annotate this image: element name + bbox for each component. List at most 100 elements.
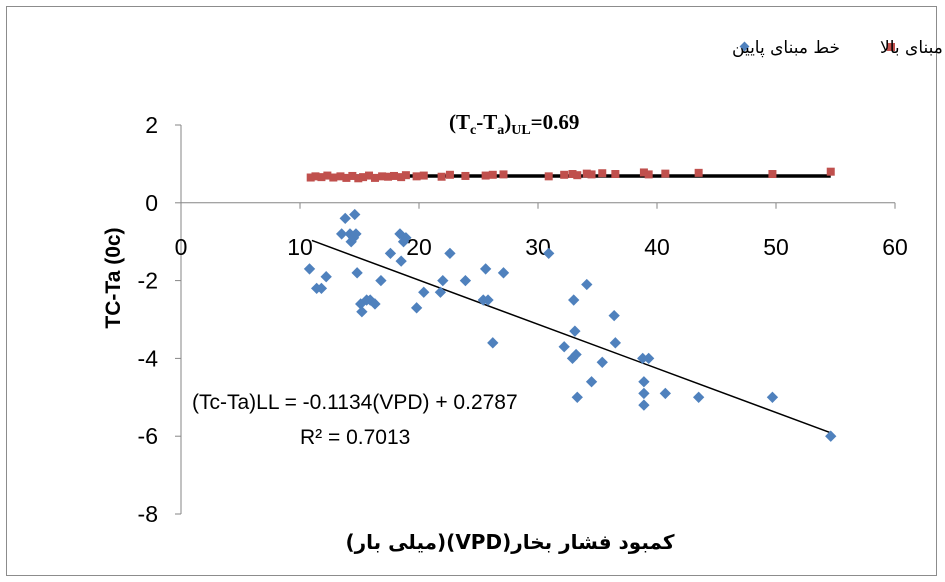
- data-point-lower: [339, 212, 351, 225]
- data-point-lower: [638, 399, 650, 411]
- data-point-upper: [317, 173, 326, 182]
- data-point-lower: [349, 208, 361, 221]
- data-point-upper: [348, 171, 357, 180]
- data-point-lower: [558, 341, 570, 353]
- data-point-lower: [434, 286, 447, 298]
- data-point-lower: [596, 356, 608, 368]
- data-point-upper: [359, 173, 368, 182]
- data-point-lower: [643, 352, 655, 365]
- data-points: [303, 167, 837, 442]
- y-tick-label: 2: [145, 112, 158, 138]
- data-point-upper: [354, 174, 363, 183]
- data-point-lower: [418, 286, 430, 298]
- data-point-lower: [320, 271, 332, 283]
- data-point-lower: [369, 298, 381, 310]
- legend-marker-lower: [739, 41, 750, 52]
- data-point-upper: [499, 170, 508, 179]
- y-tick-label: -4: [138, 345, 159, 371]
- data-point-upper: [826, 167, 835, 176]
- data-point-lower: [570, 348, 582, 361]
- data-point-lower: [375, 274, 387, 287]
- y-tick-label: -2: [138, 268, 158, 294]
- data-point-upper: [611, 170, 620, 179]
- data-point-lower: [487, 337, 499, 349]
- data-point-upper: [419, 171, 428, 180]
- data-point-lower: [400, 232, 412, 244]
- data-point-upper: [481, 171, 490, 180]
- data-point-upper: [461, 171, 470, 180]
- data-point-lower: [351, 267, 363, 279]
- y-axis-label: TC-Ta (0c): [102, 227, 125, 328]
- data-point-upper: [587, 170, 596, 179]
- tick-labels: 20-2-4-6-80 10 20 30 40 50 60: [138, 112, 908, 527]
- chart-frame: [6, 6, 937, 576]
- x-tick-label: 10: [287, 234, 313, 260]
- data-point-lower: [659, 387, 671, 400]
- data-point-upper: [370, 173, 379, 182]
- data-point-lower: [692, 391, 705, 403]
- legend-label-lower: خط مبنای پایین: [732, 38, 840, 58]
- data-point-lower: [638, 387, 650, 400]
- data-point-lower: [609, 337, 622, 349]
- data-point-upper: [306, 173, 315, 182]
- data-point-upper: [365, 171, 374, 180]
- data-point-upper: [437, 172, 446, 181]
- data-point-lower: [585, 376, 598, 388]
- regression-equation: (Tc-Ta)LL = -0.1134(VPD) + 0.2787: [192, 391, 518, 414]
- legend-label-upper: خط مبنای بالا: [880, 38, 945, 58]
- x-tick-label: 40: [644, 234, 670, 260]
- data-point-upper: [568, 170, 577, 179]
- data-point-lower: [543, 247, 555, 260]
- x-axis-label: کمبود فشار بخار(VPD)(میلی بار): [345, 530, 674, 554]
- data-point-lower: [581, 278, 593, 291]
- x-tick-label: 50: [763, 234, 789, 260]
- data-point-upper: [644, 170, 653, 179]
- data-point-upper: [397, 173, 406, 182]
- data-point-lower: [384, 247, 397, 260]
- data-point-lower: [482, 294, 494, 306]
- data-point-upper: [323, 171, 332, 180]
- data-point-upper: [488, 170, 497, 179]
- data-point-lower: [437, 274, 449, 287]
- data-point-upper: [336, 172, 345, 181]
- x-tick-label: 0: [175, 234, 188, 260]
- data-point-lower: [568, 294, 580, 306]
- axes: [175, 124, 896, 515]
- data-point-lower: [350, 228, 362, 240]
- data-point-lower: [335, 228, 348, 240]
- data-point-upper: [544, 172, 553, 181]
- upper-line-annotation: (Tc-Ta)UL=0.69: [449, 110, 579, 138]
- y-tick-label: -8: [138, 501, 158, 527]
- data-point-upper: [329, 173, 338, 182]
- data-point-lower: [571, 391, 583, 403]
- data-point-lower: [638, 376, 650, 388]
- data-point-lower: [395, 255, 407, 267]
- data-point-lower: [569, 325, 581, 337]
- r-squared-label: R² = 0.7013: [300, 426, 410, 449]
- data-point-upper: [412, 172, 421, 181]
- data-point-lower: [497, 267, 510, 279]
- data-point-upper: [661, 169, 670, 178]
- data-point-upper: [390, 171, 399, 180]
- data-point-upper: [401, 171, 410, 180]
- data-point-lower: [444, 247, 456, 260]
- y-tick-label: -6: [138, 423, 158, 449]
- data-point-upper: [639, 168, 648, 177]
- data-point-upper: [694, 168, 703, 177]
- data-point-lower: [303, 263, 316, 275]
- data-point-upper: [768, 170, 777, 179]
- data-point-upper: [573, 171, 582, 180]
- y-tick-label: 0: [145, 190, 158, 216]
- data-point-upper: [582, 169, 591, 178]
- data-point-upper: [598, 169, 607, 178]
- data-point-lower: [479, 263, 492, 275]
- x-tick-label: 60: [882, 234, 908, 260]
- data-point-upper: [378, 172, 387, 181]
- data-point-lower: [410, 302, 423, 314]
- data-point-lower: [637, 352, 649, 365]
- data-point-upper: [311, 172, 320, 181]
- legend-marker-upper: [887, 43, 895, 51]
- trendline-lower: [311, 239, 832, 434]
- data-point-upper: [445, 170, 454, 179]
